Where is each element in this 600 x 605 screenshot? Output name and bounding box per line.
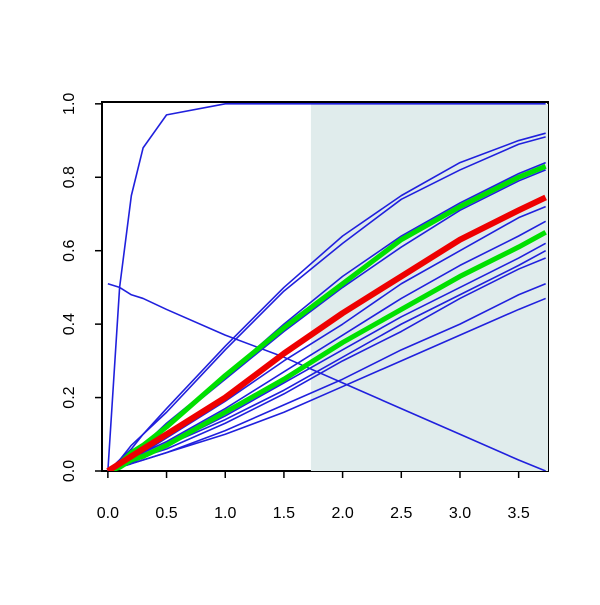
- y-tick-label: 0.0: [61, 460, 78, 482]
- x-tick-label: 1.0: [214, 505, 236, 522]
- lines: [106, 103, 547, 471]
- curve: [106, 194, 547, 471]
- curve: [107, 230, 547, 471]
- curve: [107, 103, 546, 471]
- y-tick-label: 0.6: [61, 239, 78, 261]
- y-tick-label: 1.0: [61, 93, 78, 115]
- shaded-region: [310, 103, 548, 472]
- x-tick-label: 3.5: [508, 505, 530, 522]
- x-tick-label: 0.0: [97, 505, 119, 522]
- curve: [107, 297, 546, 471]
- y-tick-label: 0.8: [61, 166, 78, 188]
- y-tick-label: 0.2: [61, 386, 78, 408]
- x-tick-label: 2.0: [331, 505, 353, 522]
- x-tick-label: 2.5: [390, 505, 412, 522]
- x-tick-label: 1.5: [273, 505, 295, 522]
- x-tick-label: 3.0: [449, 505, 471, 522]
- x-tick-label: 0.5: [155, 505, 177, 522]
- curve: [107, 136, 546, 471]
- curve: [107, 132, 546, 471]
- curve: [107, 282, 546, 471]
- y-tick-label: 0.4: [61, 313, 78, 335]
